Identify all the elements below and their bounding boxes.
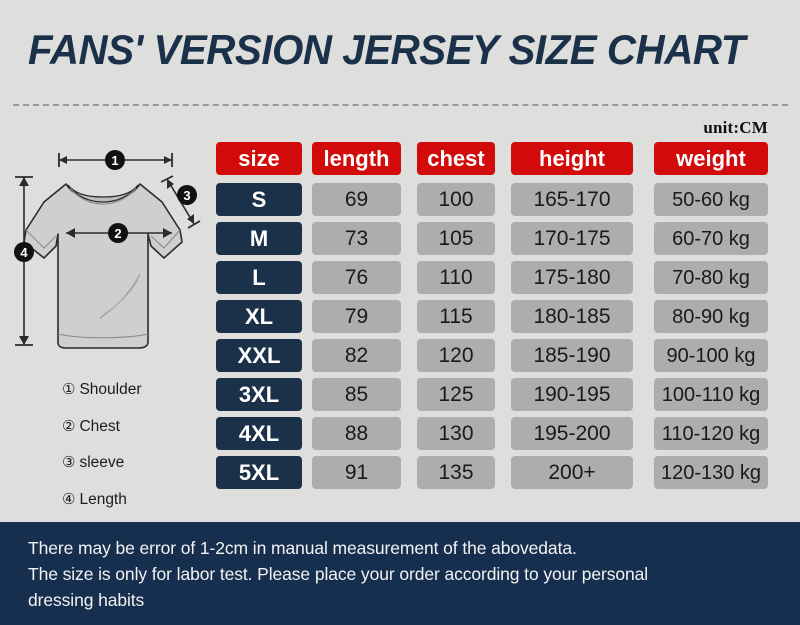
circled-one-icon: ① — [62, 381, 76, 398]
cell-chest: 125 — [417, 378, 495, 411]
footer-line-3: dressing habits — [28, 590, 145, 610]
cell-size: S — [216, 183, 302, 216]
cell-weight: 120-130 kg — [654, 456, 768, 489]
cell-size: L — [216, 261, 302, 294]
cell-height: 185-190 — [511, 339, 633, 372]
table-row: L 76 110 175-180 70-80 kg — [216, 261, 772, 294]
cell-length: 73 — [312, 222, 401, 255]
cell-weight: 60-70 kg — [654, 222, 768, 255]
cell-height: 175-180 — [511, 261, 633, 294]
svg-text:4: 4 — [20, 245, 28, 260]
cell-length: 82 — [312, 339, 401, 372]
svg-text:3: 3 — [183, 188, 190, 203]
cell-size: XL — [216, 300, 302, 333]
legend-item-shoulder: ① Shoulder — [62, 382, 212, 398]
svg-text:2: 2 — [114, 226, 121, 241]
cell-height: 190-195 — [511, 378, 633, 411]
shoulder-measure-line: 1 — [58, 150, 173, 170]
cell-weight: 90-100 kg — [654, 339, 768, 372]
cell-height: 180-185 — [511, 300, 633, 333]
table-row: 3XL 85 125 190-195 100-110 kg — [216, 378, 772, 411]
footer-line-1: There may be error of 1-2cm in manual me… — [28, 538, 577, 558]
footer-disclaimer: There may be error of 1-2cm in manual me… — [0, 522, 800, 625]
cell-height: 200+ — [511, 456, 633, 489]
cell-chest: 105 — [417, 222, 495, 255]
column-header-height: height — [511, 142, 633, 175]
cell-chest: 110 — [417, 261, 495, 294]
cell-height: 195-200 — [511, 417, 633, 450]
table-row: M 73 105 170-175 60-70 kg — [216, 222, 772, 255]
circled-four-icon: ④ — [62, 490, 76, 508]
table-row: S 69 100 165-170 50-60 kg — [216, 183, 772, 216]
column-header-length: length — [312, 142, 401, 175]
cell-chest: 100 — [417, 183, 495, 216]
legend-label-shoulder: Shoulder — [79, 381, 142, 398]
unit-label: unit:CM — [703, 118, 768, 137]
chest-measure-line: 2 — [66, 223, 172, 243]
cell-size: M — [216, 222, 302, 255]
circled-three-icon: ③ — [62, 454, 76, 471]
cell-length: 79 — [312, 300, 401, 333]
dashed-divider — [13, 104, 788, 106]
cell-weight: 80-90 kg — [654, 300, 768, 333]
cell-length: 91 — [312, 456, 401, 489]
t-shirt-illustration — [23, 183, 183, 349]
cell-height: 165-170 — [511, 183, 633, 216]
cell-length: 85 — [312, 378, 401, 411]
cell-size: XXL — [216, 339, 302, 372]
circled-two-icon: ② — [62, 417, 76, 435]
cell-weight: 70-80 kg — [654, 261, 768, 294]
column-header-weight: weight — [654, 142, 768, 175]
cell-weight: 100-110 kg — [654, 378, 768, 411]
table-row: XL 79 115 180-185 80-90 kg — [216, 300, 772, 333]
cell-chest: 135 — [417, 456, 495, 489]
cell-chest: 130 — [417, 417, 495, 450]
sleeve-measure-line: 3 — [160, 175, 201, 229]
table-row: 4XL 88 130 195-200 110-120 kg — [216, 417, 772, 450]
cell-size: 5XL — [216, 456, 302, 489]
legend-item-length: ④ Length — [62, 490, 212, 508]
legend-label-length: Length — [79, 490, 127, 508]
cell-weight: 110-120 kg — [654, 417, 768, 450]
measurement-legend: ① Shoulder ② Chest ③ sleeve ④ Length — [62, 382, 212, 528]
table-row: 5XL 91 135 200+ 120-130 kg — [216, 456, 772, 489]
cell-chest: 120 — [417, 339, 495, 372]
size-chart-table: size length chest height weight S 69 100… — [216, 142, 772, 495]
cell-height: 170-175 — [511, 222, 633, 255]
legend-item-chest: ② Chest — [62, 417, 212, 435]
svg-text:1: 1 — [111, 153, 118, 168]
column-header-chest: chest — [417, 142, 495, 175]
cell-length: 88 — [312, 417, 401, 450]
footer-line-2: The size is only for labor test. Please … — [28, 564, 649, 584]
length-measure-line: 4 — [14, 176, 34, 346]
table-row: XXL 82 120 185-190 90-100 kg — [216, 339, 772, 372]
cell-weight: 50-60 kg — [654, 183, 768, 216]
cell-length: 76 — [312, 261, 401, 294]
cell-size: 4XL — [216, 417, 302, 450]
cell-size: 3XL — [216, 378, 302, 411]
cell-chest: 115 — [417, 300, 495, 333]
t-shirt-measurement-diagram: 1 2 3 4 — [0, 138, 210, 363]
page-title: FANS' VERSION JERSEY SIZE CHART — [28, 26, 745, 73]
cell-length: 69 — [312, 183, 401, 216]
table-header-row: size length chest height weight — [216, 142, 772, 175]
legend-label-chest: Chest — [79, 417, 120, 435]
legend-label-sleeve: sleeve — [79, 454, 125, 471]
legend-item-sleeve: ③ sleeve — [62, 455, 212, 471]
column-header-size: size — [216, 142, 302, 175]
